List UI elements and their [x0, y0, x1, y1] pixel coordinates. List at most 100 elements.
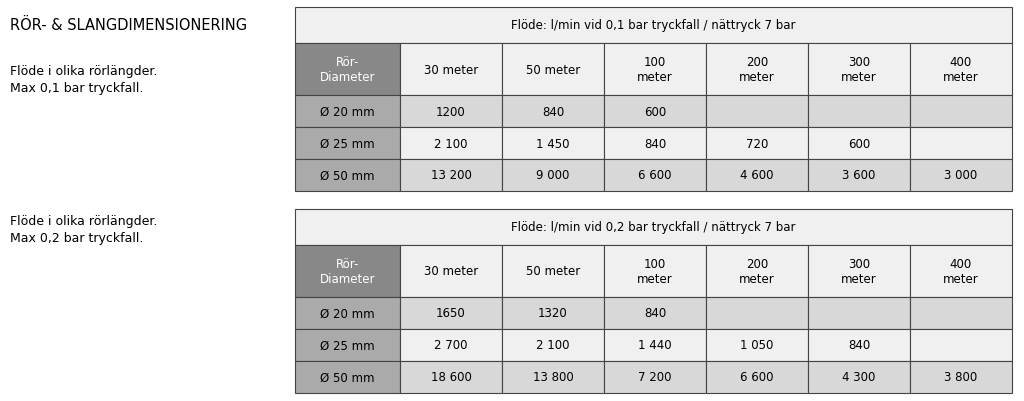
Text: 100
meter: 100 meter	[637, 257, 673, 285]
Text: Ø 50 mm: Ø 50 mm	[321, 169, 375, 182]
Bar	[502, 44, 604, 96]
Bar	[295, 361, 400, 393]
Text: 6 600: 6 600	[740, 371, 774, 383]
Bar	[910, 96, 1012, 128]
Text: 1200: 1200	[436, 105, 466, 118]
Bar	[706, 96, 808, 128]
Text: 4 300: 4 300	[843, 371, 876, 383]
Text: 6 600: 6 600	[638, 169, 672, 182]
Text: 50 meter: 50 meter	[526, 63, 581, 76]
Bar	[295, 44, 400, 96]
Text: 7 200: 7 200	[638, 371, 672, 383]
Text: 3 600: 3 600	[843, 169, 876, 182]
Text: 2 700: 2 700	[434, 339, 468, 352]
Bar	[295, 96, 400, 128]
Bar	[808, 160, 910, 192]
Bar	[295, 297, 400, 329]
Bar	[604, 297, 706, 329]
Bar	[808, 297, 910, 329]
Bar	[808, 128, 910, 160]
Text: Flöde i olika rörlängder.: Flöde i olika rörlängder.	[10, 215, 158, 227]
Bar	[295, 128, 400, 160]
Text: 50 meter: 50 meter	[526, 265, 581, 278]
Text: 840: 840	[542, 105, 564, 118]
Text: 13 200: 13 200	[430, 169, 471, 182]
Text: 300
meter: 300 meter	[841, 56, 877, 84]
Bar	[706, 361, 808, 393]
Bar	[295, 160, 400, 192]
Text: RÖR- & SLANGDIMENSIONERING: RÖR- & SLANGDIMENSIONERING	[10, 18, 247, 33]
Text: 1 050: 1 050	[740, 339, 774, 352]
Bar	[502, 128, 604, 160]
Bar	[808, 361, 910, 393]
Text: 30 meter: 30 meter	[424, 265, 478, 278]
Bar	[706, 128, 808, 160]
Text: 18 600: 18 600	[430, 371, 471, 383]
Text: Max 0,1 bar tryckfall.: Max 0,1 bar tryckfall.	[10, 82, 143, 95]
Bar	[400, 96, 502, 128]
Text: Ø 50 mm: Ø 50 mm	[321, 371, 375, 383]
Bar	[502, 297, 604, 329]
Text: 3 800: 3 800	[944, 371, 978, 383]
Bar	[400, 245, 502, 297]
Text: 840: 840	[644, 137, 667, 150]
Bar	[910, 361, 1012, 393]
Bar	[910, 245, 1012, 297]
Bar	[400, 297, 502, 329]
Bar	[604, 44, 706, 96]
Text: 100
meter: 100 meter	[637, 56, 673, 84]
Text: Ø 20 mm: Ø 20 mm	[321, 307, 375, 320]
Text: 600: 600	[848, 137, 870, 150]
Text: Ø 25 mm: Ø 25 mm	[321, 137, 375, 150]
Text: Rör-
Diameter: Rör- Diameter	[319, 257, 375, 285]
Text: 600: 600	[644, 105, 667, 118]
Bar	[706, 160, 808, 192]
Text: Ø 25 mm: Ø 25 mm	[321, 339, 375, 352]
Text: Max 0,2 bar tryckfall.: Max 0,2 bar tryckfall.	[10, 231, 143, 244]
Bar	[808, 96, 910, 128]
Text: 720: 720	[745, 137, 768, 150]
Bar	[808, 44, 910, 96]
Text: Rör-
Diameter: Rör- Diameter	[319, 56, 375, 84]
Bar	[604, 361, 706, 393]
Bar	[706, 297, 808, 329]
Bar	[502, 361, 604, 393]
Bar	[295, 8, 1012, 44]
Text: 2 100: 2 100	[434, 137, 468, 150]
Bar	[808, 329, 910, 361]
Text: 13 800: 13 800	[532, 371, 573, 383]
Text: Flöde i olika rörlängder.: Flöde i olika rörlängder.	[10, 65, 158, 78]
Bar	[502, 96, 604, 128]
Bar	[604, 245, 706, 297]
Bar	[502, 245, 604, 297]
Text: Flöde: l/min vid 0,1 bar tryckfall / nättryck 7 bar: Flöde: l/min vid 0,1 bar tryckfall / nät…	[511, 20, 796, 32]
Bar	[910, 297, 1012, 329]
Text: 400
meter: 400 meter	[943, 56, 979, 84]
Text: 4 600: 4 600	[740, 169, 774, 182]
Text: Flöde: l/min vid 0,2 bar tryckfall / nättryck 7 bar: Flöde: l/min vid 0,2 bar tryckfall / nät…	[511, 221, 796, 234]
Text: 840: 840	[644, 307, 667, 320]
Text: 400
meter: 400 meter	[943, 257, 979, 285]
Bar	[400, 44, 502, 96]
Text: 300
meter: 300 meter	[841, 257, 877, 285]
Bar	[400, 160, 502, 192]
Bar	[295, 245, 400, 297]
Bar	[400, 329, 502, 361]
Text: 200
meter: 200 meter	[739, 257, 775, 285]
Text: 9 000: 9 000	[537, 169, 569, 182]
Text: 1320: 1320	[539, 307, 568, 320]
Text: 2 100: 2 100	[537, 339, 569, 352]
Text: 1650: 1650	[436, 307, 466, 320]
Text: Ø 20 mm: Ø 20 mm	[321, 105, 375, 118]
Bar	[910, 44, 1012, 96]
Text: 3 000: 3 000	[944, 169, 978, 182]
Bar	[604, 329, 706, 361]
Bar	[910, 128, 1012, 160]
Bar	[706, 329, 808, 361]
Text: 840: 840	[848, 339, 870, 352]
Bar	[604, 128, 706, 160]
Text: 30 meter: 30 meter	[424, 63, 478, 76]
Bar	[808, 245, 910, 297]
Bar	[910, 160, 1012, 192]
Text: 1 450: 1 450	[537, 137, 569, 150]
